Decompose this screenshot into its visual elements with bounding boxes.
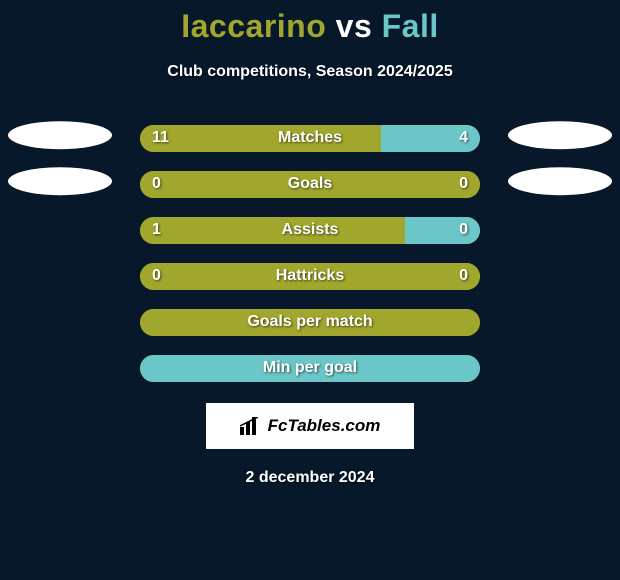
player-crest-left — [8, 167, 112, 195]
stat-label: Goals — [288, 175, 332, 193]
stat-left-value: 0 — [152, 267, 161, 285]
stat-row: Goals per match — [0, 299, 620, 345]
stat-label: Assists — [282, 221, 339, 239]
stat-label: Min per goal — [263, 359, 357, 377]
page-title: Iaccarino vs Fall — [0, 0, 620, 45]
stat-bar: Goals per match — [140, 309, 480, 336]
bars-icon — [240, 417, 262, 435]
stat-right-value: 4 — [459, 129, 468, 147]
stat-bar: 1 0 Assists — [140, 217, 480, 244]
stat-left-value: 0 — [152, 175, 161, 193]
bar-left-fill — [140, 217, 405, 244]
stat-right-value: 0 — [459, 221, 468, 239]
stat-row: 0 0 Hattricks — [0, 253, 620, 299]
player-crest-right — [508, 167, 612, 195]
stat-right-value: 0 — [459, 175, 468, 193]
stat-row: 1 0 Assists — [0, 207, 620, 253]
stat-label: Goals per match — [247, 313, 372, 331]
bar-right-fill — [405, 217, 480, 244]
comparison-chart: 11 4 Matches 0 0 Goals 1 0 Assists 0 0 Hattricks Goa… — [0, 115, 620, 391]
stat-row: 0 0 Goals — [0, 161, 620, 207]
date-line: 2 december 2024 — [0, 469, 620, 487]
bar-left-fill — [140, 125, 381, 152]
stat-right-value: 0 — [459, 267, 468, 285]
subtitle: Club competitions, Season 2024/2025 — [0, 63, 620, 81]
player-crest-right — [508, 121, 612, 149]
stat-bar: Min per goal — [140, 355, 480, 382]
stat-bar: 0 0 Goals — [140, 171, 480, 198]
player-crest-left — [8, 121, 112, 149]
stat-row: 11 4 Matches — [0, 115, 620, 161]
logo-text: FcTables.com — [268, 416, 381, 436]
stat-left-value: 1 — [152, 221, 161, 239]
stat-label: Matches — [278, 129, 342, 147]
stat-row: Min per goal — [0, 345, 620, 391]
stat-label: Hattricks — [276, 267, 344, 285]
stat-bar: 0 0 Hattricks — [140, 263, 480, 290]
stat-bar: 11 4 Matches — [140, 125, 480, 152]
logo-badge: FcTables.com — [206, 403, 414, 449]
stat-left-value: 11 — [152, 129, 169, 147]
